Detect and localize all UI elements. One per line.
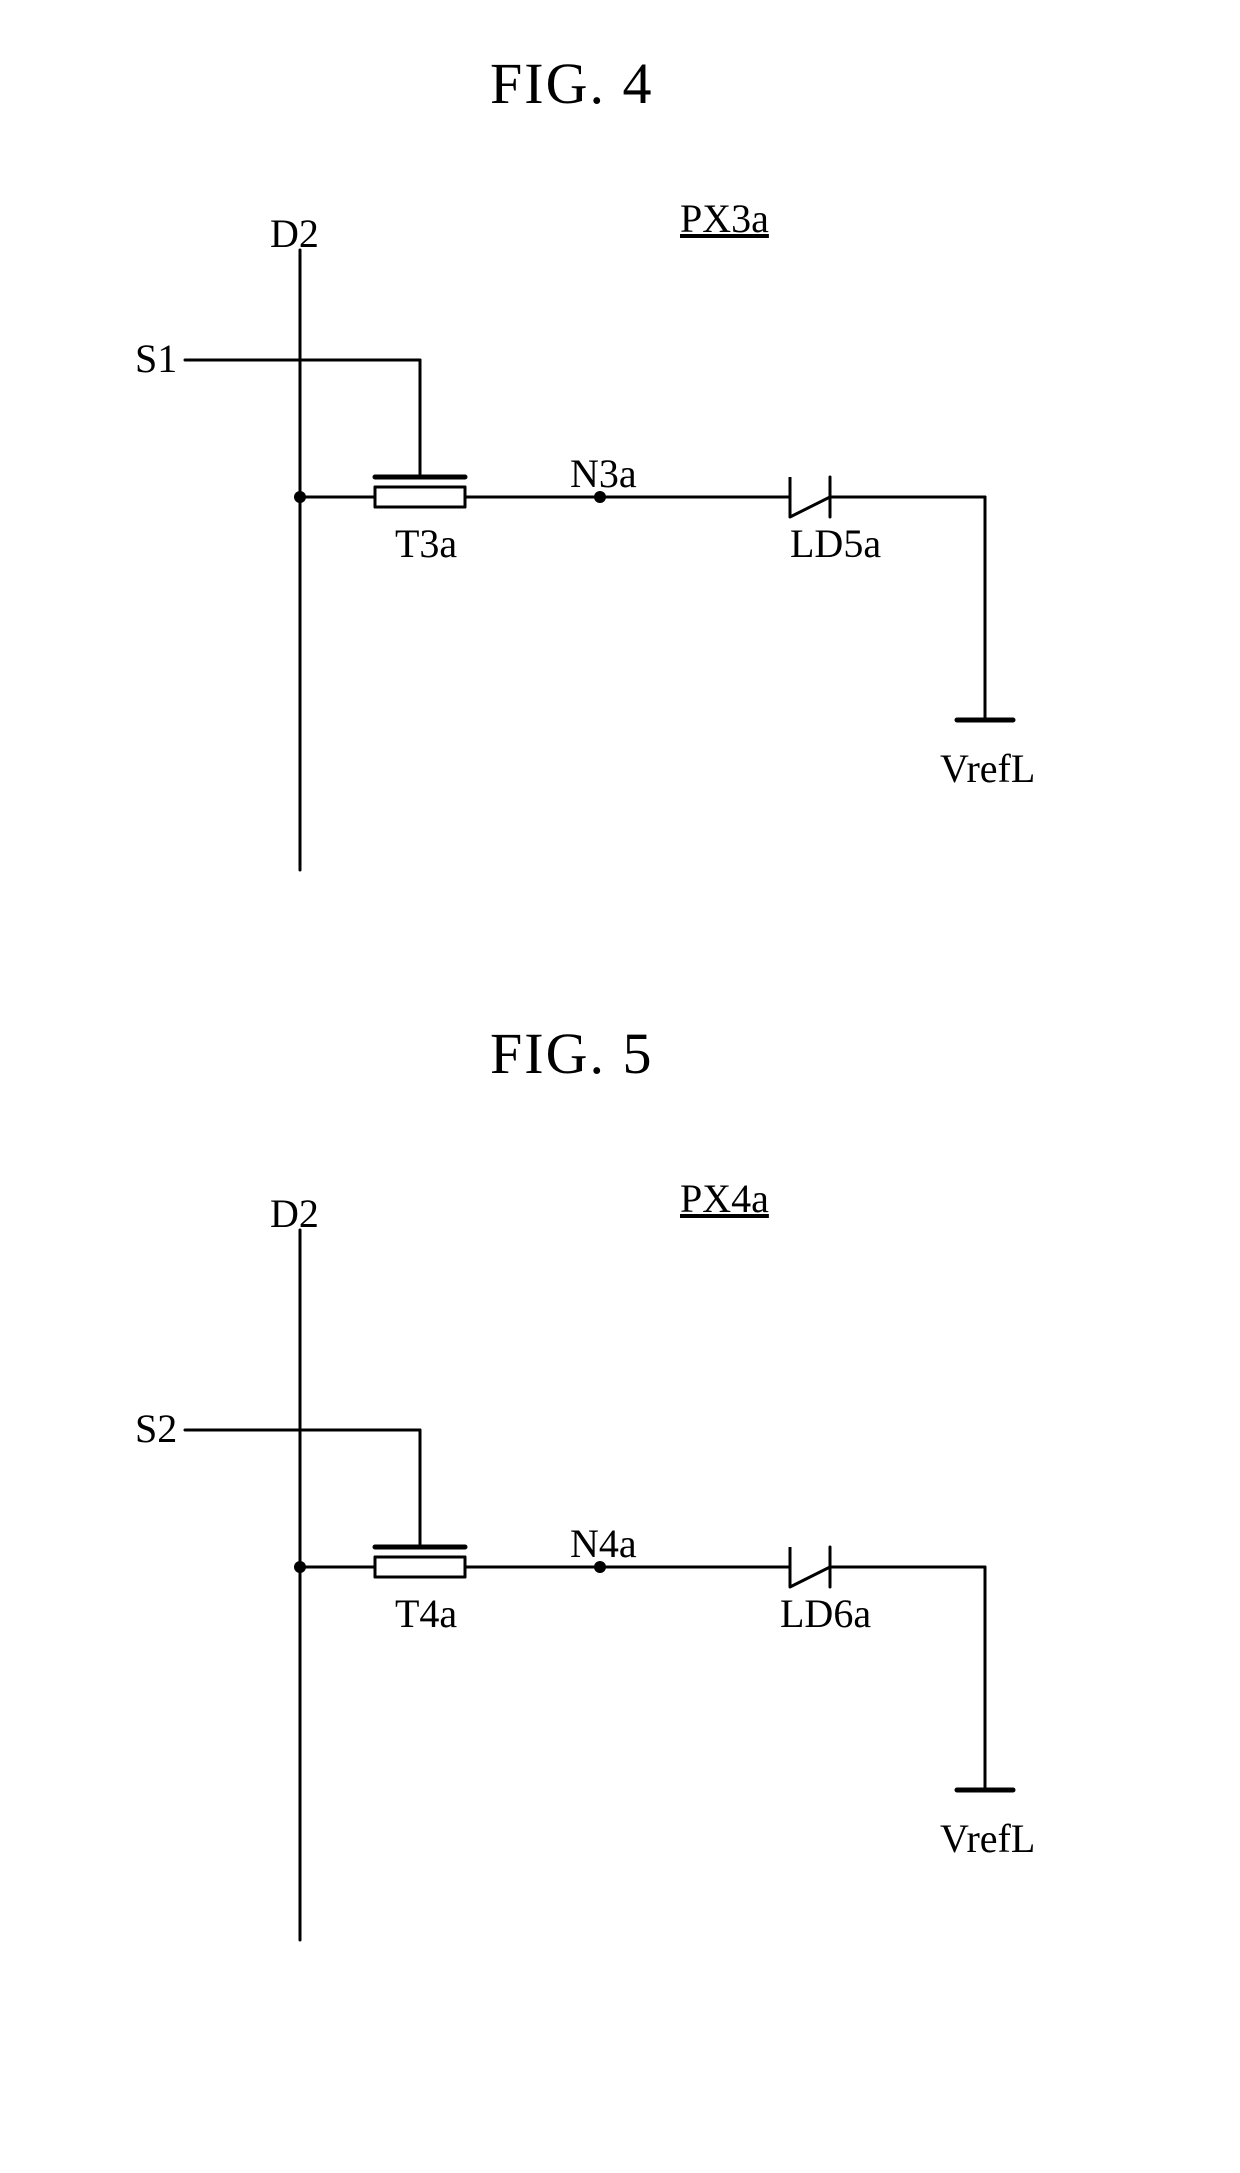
page: FIG. 4 PX3a D2 S1 T3a N3a LD5a VrefL FIG… — [0, 0, 1240, 2173]
schematic-svg — [0, 0, 1240, 2173]
